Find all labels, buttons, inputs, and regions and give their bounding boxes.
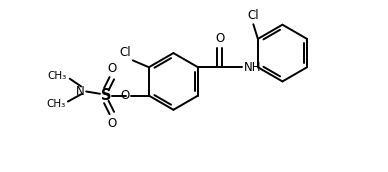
Text: NH: NH (244, 61, 261, 74)
Text: O: O (215, 32, 225, 45)
Text: O: O (107, 117, 116, 130)
Text: CH₃: CH₃ (48, 71, 67, 81)
Text: O: O (107, 62, 116, 75)
Text: Cl: Cl (120, 46, 132, 58)
Text: O: O (121, 89, 130, 102)
Text: S: S (101, 88, 112, 103)
Text: CH₃: CH₃ (46, 99, 65, 109)
Text: N: N (76, 84, 84, 98)
Text: Cl: Cl (248, 9, 259, 22)
